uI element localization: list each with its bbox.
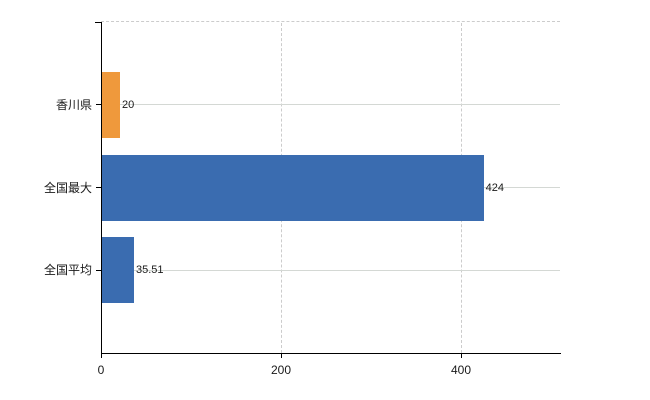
y-gridline [101,104,560,106]
y-axis-tick [96,187,101,188]
y-axis-line [101,22,102,354]
y-gridline [101,269,560,271]
value-label: 424 [485,181,504,194]
category-label: 全国平均 [43,263,92,278]
category-label: 全国最大 [43,180,92,195]
x-tick-label: 200 [270,363,292,377]
x-axis-line [101,353,561,354]
x-axis-tick [101,353,102,358]
x-axis-tick [461,353,462,358]
value-label: 20 [122,98,135,111]
x-tick-label: 0 [97,363,105,377]
y-axis-top-tick [95,22,101,23]
category-label: 香川県 [55,97,92,112]
value-label: 35.51 [135,264,164,277]
chart-bar [102,71,120,138]
plot-top-border [101,21,560,22]
chart-bar [102,237,134,304]
y-axis-tick [96,269,101,271]
x-tick-label: 400 [450,363,472,377]
x-axis-tick [281,353,282,358]
y-axis-tick [96,104,101,106]
chart-bar [102,154,484,221]
